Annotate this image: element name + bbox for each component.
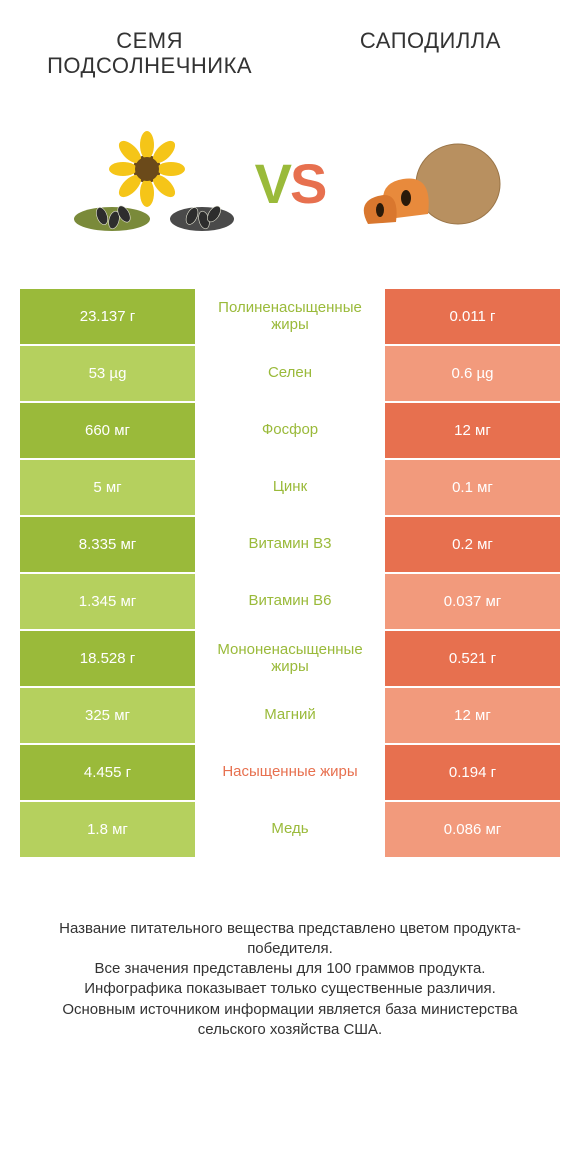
- nutrient-label: Насыщенные жиры: [195, 745, 385, 800]
- right-value: 0.521 г: [385, 631, 560, 686]
- table-row: 4.455 гНасыщенные жиры0.194 г: [20, 745, 560, 800]
- nutrient-label: Полиненасыщенные жиры: [195, 289, 385, 344]
- left-value: 53 µg: [20, 346, 195, 401]
- right-value: 0.194 г: [385, 745, 560, 800]
- footer-line: Основным источником информации является …: [28, 1000, 552, 1041]
- left-value: 18.528 г: [20, 631, 195, 686]
- nutrient-table: 23.137 гПолиненасыщенные жиры0.011 г53 µ…: [20, 289, 560, 857]
- left-value: 1.345 мг: [20, 574, 195, 629]
- vs-badge: VS: [255, 151, 326, 216]
- right-value: 0.011 г: [385, 289, 560, 344]
- right-value: 0.1 мг: [385, 460, 560, 515]
- table-row: 1.345 мгВитамин B60.037 мг: [20, 574, 560, 629]
- right-value: 0.037 мг: [385, 574, 560, 629]
- footer-notes: Название питательного вещества представл…: [0, 859, 580, 1041]
- table-row: 5 мгЦинк0.1 мг: [20, 460, 560, 515]
- nutrient-label: Цинк: [195, 460, 385, 515]
- nutrient-label: Селен: [195, 346, 385, 401]
- table-row: 8.335 мгВитамин B30.2 мг: [20, 517, 560, 572]
- left-value: 5 мг: [20, 460, 195, 515]
- nutrient-label: Магний: [195, 688, 385, 743]
- right-food-image: [333, 119, 513, 249]
- right-food-title: САПОДИЛЛА: [301, 28, 560, 79]
- nutrient-label: Витамин B3: [195, 517, 385, 572]
- left-value: 23.137 г: [20, 289, 195, 344]
- right-value: 0.086 мг: [385, 802, 560, 857]
- left-value: 1.8 мг: [20, 802, 195, 857]
- left-food-image: [67, 119, 247, 249]
- footer-line: Название питательного вещества представл…: [28, 919, 552, 960]
- left-value: 660 мг: [20, 403, 195, 458]
- left-value: 8.335 мг: [20, 517, 195, 572]
- table-row: 53 µgСелен0.6 µg: [20, 346, 560, 401]
- table-row: 1.8 мгМедь0.086 мг: [20, 802, 560, 857]
- nutrient-label: Витамин B6: [195, 574, 385, 629]
- footer-line: Инфографика показывает только существенн…: [28, 979, 552, 999]
- vs-v: V: [255, 152, 290, 215]
- vs-s: S: [290, 152, 325, 215]
- right-value: 12 мг: [385, 403, 560, 458]
- left-value: 325 мг: [20, 688, 195, 743]
- table-row: 325 мгМагний12 мг: [20, 688, 560, 743]
- right-value: 0.6 µg: [385, 346, 560, 401]
- left-value: 4.455 г: [20, 745, 195, 800]
- left-food-title: СЕМЯ ПОДСОЛНЕЧНИКА: [20, 28, 279, 79]
- table-row: 660 мгФосфор12 мг: [20, 403, 560, 458]
- right-value: 0.2 мг: [385, 517, 560, 572]
- nutrient-label: Фосфор: [195, 403, 385, 458]
- table-row: 18.528 гМононенасыщенные жиры0.521 г: [20, 631, 560, 686]
- nutrient-label: Медь: [195, 802, 385, 857]
- right-value: 12 мг: [385, 688, 560, 743]
- footer-line: Все значения представлены для 100 граммо…: [28, 959, 552, 979]
- nutrient-label: Мононенасыщенные жиры: [195, 631, 385, 686]
- table-row: 23.137 гПолиненасыщенные жиры0.011 г: [20, 289, 560, 344]
